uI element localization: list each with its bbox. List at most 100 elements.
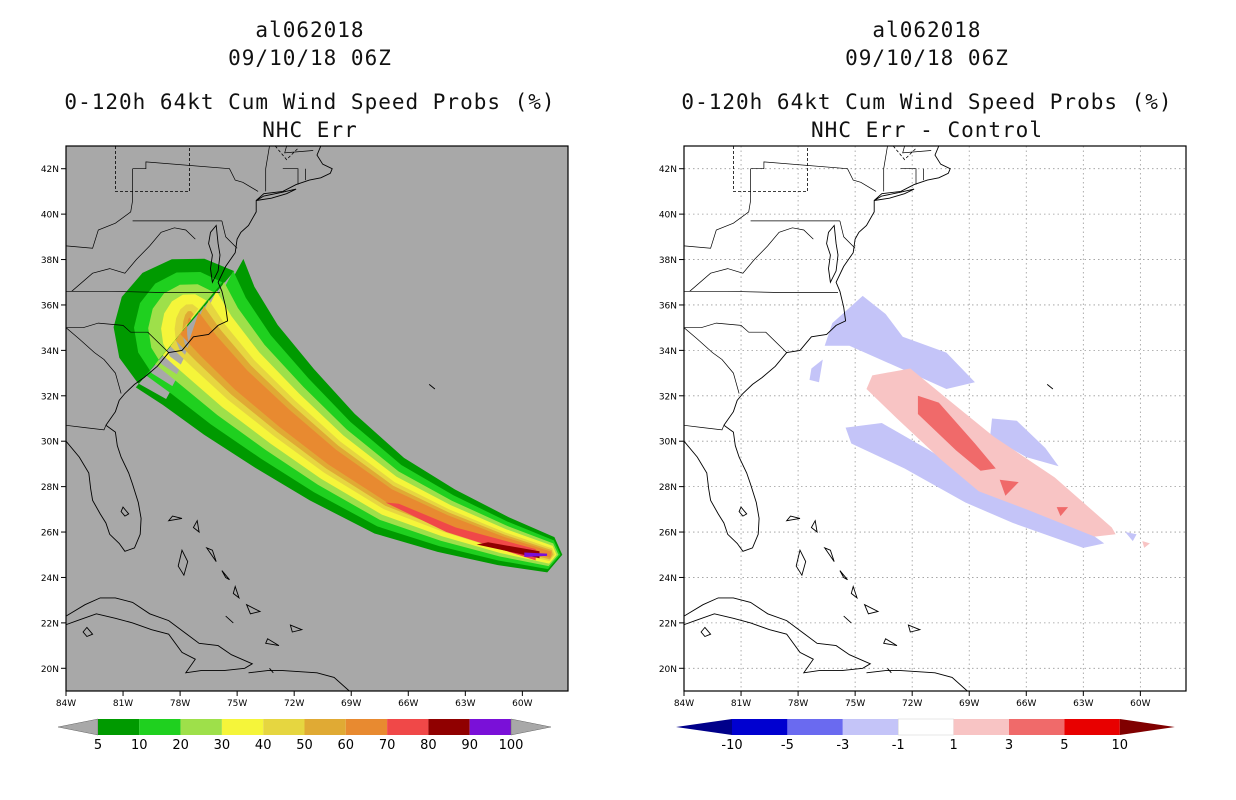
legend-swatch <box>953 719 1009 735</box>
x-tick-label: 75W <box>227 699 247 709</box>
bermuda <box>428 384 436 390</box>
y-tick-label: 22N <box>659 619 677 629</box>
right-chart: 20N 22N 24N 26N 28N 30N 32N 34N 36N 38N 40N 42N 84W… <box>659 145 1187 753</box>
right-coastline <box>684 146 1054 691</box>
y-tick-label: 42N <box>659 165 677 175</box>
legend-label: 70 <box>379 738 396 753</box>
bahamas-island <box>839 570 848 581</box>
x-tick-label: 78W <box>788 699 808 709</box>
state-border <box>284 146 314 154</box>
legend-label: 3 <box>1005 738 1013 753</box>
legend-label: -5 <box>781 738 794 753</box>
state-border <box>750 161 877 192</box>
left-map-frame <box>65 145 569 692</box>
bahamas-island <box>205 546 217 562</box>
bahamas-island <box>850 584 858 600</box>
y-tick-label: 38N <box>41 256 59 266</box>
right-difference-field <box>809 295 1150 548</box>
right-title-date: 09/10/18 06Z <box>845 46 1009 70</box>
legend-label: 10 <box>1112 738 1129 753</box>
bahamas-island <box>863 603 880 615</box>
probability-contour-80 <box>476 542 540 559</box>
bahamas-island <box>785 515 801 522</box>
difference-contour <box>1125 532 1137 542</box>
x-tick-label: 75W <box>845 699 865 709</box>
x-tick-label: 69W <box>341 699 361 709</box>
difference-contour <box>1142 541 1150 548</box>
new-england-border <box>274 146 299 161</box>
bahamas-island <box>269 668 274 674</box>
legend-end-arrow-left <box>676 719 732 735</box>
legend-label: -1 <box>892 738 905 753</box>
legend-swatch <box>221 719 264 735</box>
legend-label: -3 <box>836 738 849 753</box>
state-border <box>902 146 932 154</box>
state-border <box>66 322 169 353</box>
bahamas-island <box>192 519 200 534</box>
difference-contour <box>999 479 1019 496</box>
lake-region-border <box>733 146 808 192</box>
legend-label: 80 <box>420 738 437 753</box>
difference-contour <box>809 359 823 383</box>
left-y-axis: 20N 22N 24N 26N 28N 30N 32N 34N 36N 38N 40N 42N <box>41 165 66 675</box>
state-border <box>66 168 133 249</box>
y-tick-label: 40N <box>659 211 677 221</box>
legend-swatch <box>732 719 788 735</box>
right-title-storm-id: al062018 <box>872 18 982 42</box>
caribbean-island <box>82 626 94 638</box>
left-title-product: 0-120h 64kt Cum Wind Speed Probs (%) <box>64 90 556 114</box>
legend-label: 90 <box>461 738 478 753</box>
bahamas-island <box>177 548 189 577</box>
florida-coastline <box>684 424 760 552</box>
right-chart-title: al062018 09/10/18 06Z 0-120h 64kt Cum Wi… <box>627 18 1227 148</box>
y-tick-label: 20N <box>41 665 59 675</box>
legend-label: 100 <box>499 738 524 753</box>
y-tick-label: 34N <box>41 347 59 357</box>
state-border <box>282 168 299 185</box>
legend-swatch <box>897 718 954 736</box>
state-border <box>71 227 196 292</box>
difference-contour <box>990 418 1059 467</box>
legend-label: 10 <box>131 738 148 753</box>
bahamas-island <box>289 624 304 633</box>
atlantic-coastline <box>105 146 333 426</box>
bahamas-island <box>167 515 183 522</box>
y-tick-label: 40N <box>41 211 59 221</box>
legend-label: 20 <box>172 738 189 753</box>
long-island <box>873 188 915 201</box>
x-tick-label: 72W <box>284 699 304 709</box>
bermuda <box>1046 384 1054 390</box>
state-border <box>684 327 740 394</box>
right-legend: -10 -5 -3 -1 1 3 5 10 <box>676 718 1175 753</box>
probability-contour <box>161 291 557 564</box>
legend-label: -10 <box>721 738 742 753</box>
left-chart: 20N 22N 24N 26N 28N 30N 32N 34N 36N 38N 40N 42N 84W… <box>41 145 569 753</box>
legend-swatch <box>469 719 511 735</box>
legend-swatch <box>98 719 140 735</box>
legend-label: 1 <box>949 738 957 753</box>
left-x-axis: 84W 81W 78W 75W 72W 69W 66W 63W 60W <box>56 691 533 709</box>
y-tick-label: 36N <box>41 301 59 311</box>
left-title-subtitle: NHC Err <box>262 118 358 142</box>
y-tick-label: 28N <box>659 483 677 493</box>
state-border <box>66 424 107 431</box>
x-tick-label: 84W <box>56 699 76 709</box>
x-tick-label: 72W <box>902 699 922 709</box>
legend-swatch <box>180 719 222 735</box>
atlantic-coastline <box>723 146 951 426</box>
y-tick-label: 28N <box>41 483 59 493</box>
caribbean-island <box>700 626 712 638</box>
legend-end-arrow-right <box>510 718 552 736</box>
x-tick-label: 78W <box>170 699 190 709</box>
bahamas-island <box>795 548 807 577</box>
legend-label: 5 <box>94 738 102 753</box>
left-title-date: 09/10/18 06Z <box>228 46 392 70</box>
long-island <box>255 188 297 201</box>
difference-contour <box>1056 507 1069 517</box>
new-england-border <box>892 146 917 161</box>
legend-swatch <box>387 719 429 735</box>
state-border <box>66 327 122 394</box>
cuba <box>684 597 872 674</box>
y-tick-label: 26N <box>41 529 59 539</box>
state-border <box>684 168 751 249</box>
